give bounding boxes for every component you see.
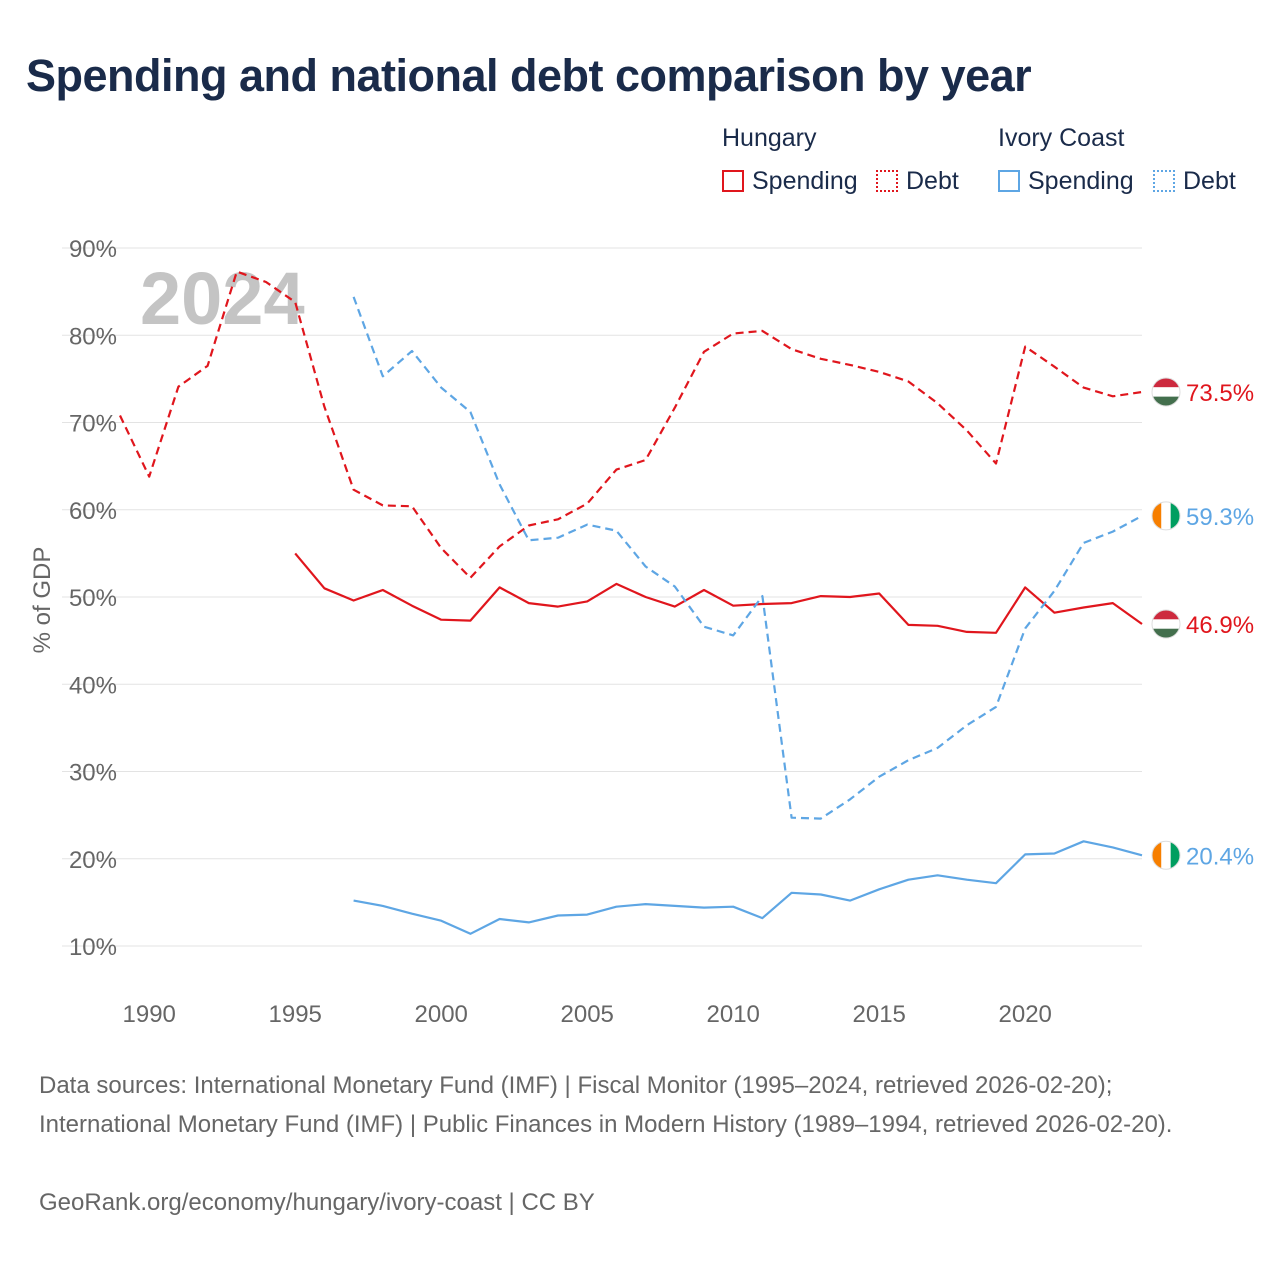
- legend-hungary-spending-label: Spending: [752, 166, 858, 195]
- series-line-hungary-spending: [294, 552, 1143, 634]
- x-tick-label: 2000: [415, 1001, 468, 1028]
- ivory-coast-flag-icon: [1152, 501, 1180, 530]
- legend-ivory-coast-debt[interactable]: Debt: [1153, 166, 1236, 196]
- y-tick-label: 20%: [69, 847, 117, 874]
- y-tick-label: 90%: [69, 236, 117, 263]
- flag-outline: [1151, 377, 1181, 407]
- solid-line-swatch-icon: [998, 170, 1020, 192]
- end-value-label: 20.4%: [1186, 843, 1254, 870]
- flag-outline: [1151, 501, 1181, 531]
- y-tick-label: 60%: [69, 498, 117, 525]
- y-tick-label: 30%: [69, 760, 117, 787]
- legend-ivory-coast-spending[interactable]: Spending: [998, 166, 1134, 196]
- x-tick-label: 1995: [269, 1001, 322, 1028]
- line-chart: 10% 20% 30% 40% 50% 60% 70% 80% 90% 1990 1995 2000 2…: [29, 236, 1254, 1028]
- chart-title: Spending and national debt comparison by…: [26, 50, 1032, 101]
- legend-hungary-label: Hungary: [722, 124, 817, 152]
- flag-outline: [1151, 609, 1181, 639]
- year-watermark: 2024: [140, 257, 305, 340]
- x-tick-label: 2010: [707, 1001, 760, 1028]
- y-tick-label: 40%: [69, 672, 117, 699]
- y-tick-label: 70%: [69, 411, 117, 438]
- series-line-ivory-coast-spending: [353, 840, 1143, 935]
- data-source-note: Data sources: International Monetary Fun…: [39, 1072, 1173, 1138]
- x-tick-label: 2020: [999, 1001, 1052, 1028]
- hungary-flag-icon: [1152, 377, 1180, 406]
- legend-ivory-coast-spending-label: Spending: [1028, 166, 1134, 195]
- y-tick-label: 80%: [69, 323, 117, 350]
- end-value-label: 73.5%: [1186, 380, 1254, 407]
- x-tick-label: 2015: [853, 1001, 906, 1028]
- flag-outline: [1151, 840, 1181, 870]
- y-tick-label: 50%: [69, 585, 117, 612]
- legend-hungary-spending[interactable]: Spending: [722, 166, 858, 196]
- series-line-hungary-debt: [119, 270, 1143, 579]
- solid-line-swatch-icon: [722, 170, 744, 192]
- end-value-label: 59.3%: [1186, 504, 1254, 531]
- x-tick-label: 2005: [561, 1001, 614, 1028]
- legend-hungary-debt[interactable]: Debt: [876, 166, 959, 196]
- credit-link[interactable]: GeoRank.org/economy/hungary/ivory-coast …: [39, 1189, 595, 1216]
- end-value-label: 46.9%: [1186, 612, 1254, 639]
- legend-ivory-coast-label: Ivory Coast: [998, 124, 1125, 152]
- y-tick-label: 10%: [69, 934, 117, 961]
- y-axis-label: % of GDP: [29, 547, 56, 654]
- legend-ivory-coast-debt-label: Debt: [1183, 166, 1236, 195]
- x-tick-label: 1990: [123, 1001, 176, 1028]
- ivory-coast-flag-icon: [1152, 841, 1180, 870]
- hungary-flag-icon: [1152, 610, 1180, 639]
- dotted-line-swatch-icon: [1153, 170, 1175, 192]
- dotted-line-swatch-icon: [876, 170, 898, 192]
- series-line-ivory-coast-debt: [352, 296, 1143, 820]
- legend-hungary-debt-label: Debt: [906, 166, 959, 195]
